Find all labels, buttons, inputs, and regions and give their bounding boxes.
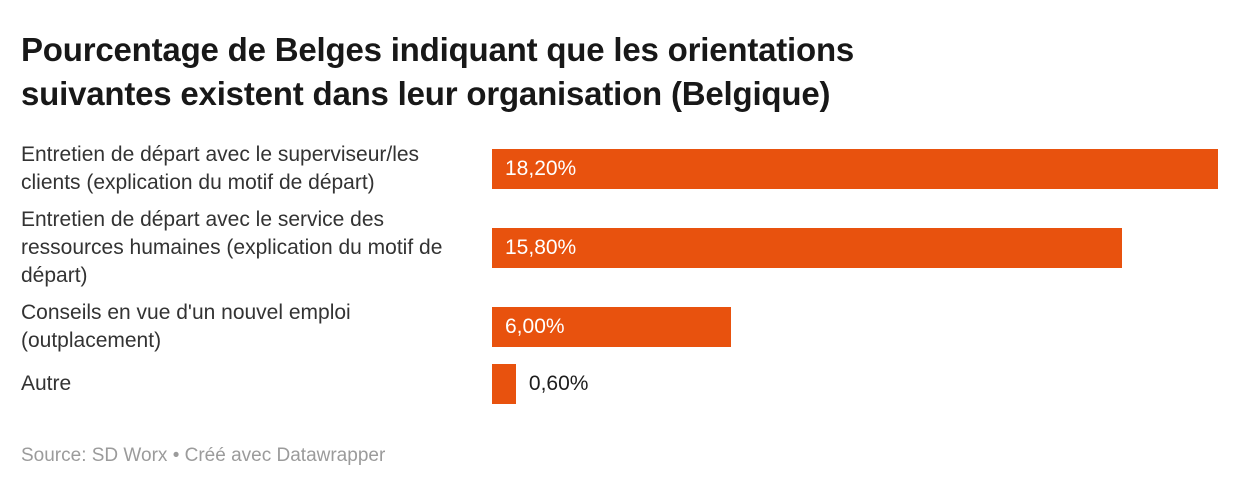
bar	[492, 364, 516, 404]
chart-title: Pourcentage de Belges indiquant que les …	[21, 28, 1218, 116]
bar-value-label: 6,00%	[505, 315, 565, 338]
bar: 18,20%	[492, 149, 1218, 189]
bar-track: 6,00%	[492, 307, 1218, 347]
bar-value-label: 18,20%	[505, 157, 577, 180]
plot-area: Entretien de départ avec le superviseur/…	[21, 141, 1218, 404]
bar: 6,00%	[492, 307, 732, 347]
bar-row: Autre 0,60%	[21, 364, 1218, 404]
bar-value-label: 0,60%	[528, 372, 589, 395]
source-line: Source: SD Worx • Créé avec Datawrapper	[21, 445, 386, 466]
bar-track: 0,60%	[492, 364, 1218, 404]
chart-title-line-1: Pourcentage de Belges indiquant que les …	[21, 31, 855, 68]
bar: 15,80%	[492, 228, 1123, 268]
bar-row: Entretien de départ avec le service des …	[21, 206, 1218, 290]
category-label: Entretien de départ avec le service des …	[21, 208, 443, 287]
category-label: Autre	[21, 372, 72, 395]
bar-row: Entretien de départ avec le superviseur/…	[21, 141, 1218, 197]
bar-track: 15,80%	[492, 228, 1218, 268]
bar-row: Conseils en vue d'un nouvel emploi (outp…	[21, 299, 1218, 355]
category-label: Entretien de départ avec le superviseur/…	[21, 143, 420, 194]
category-label: Conseils en vue d'un nouvel emploi (outp…	[21, 301, 351, 352]
bar-value-label: 15,80%	[505, 236, 577, 259]
bar-track: 18,20%	[492, 149, 1218, 189]
chart-title-line-2: suivantes existent dans leur organisatio…	[21, 75, 831, 112]
